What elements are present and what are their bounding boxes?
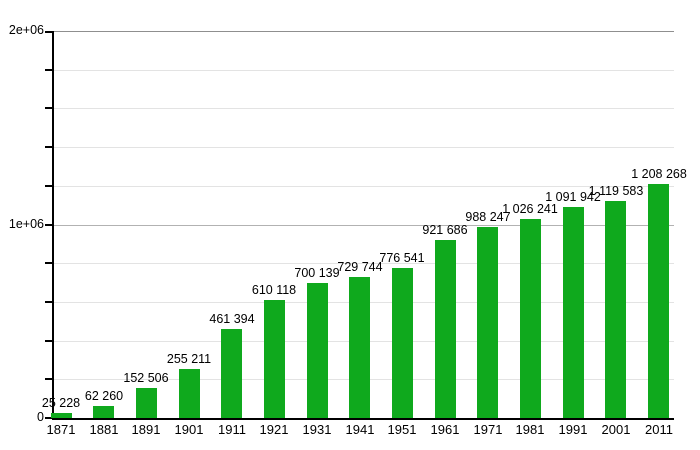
y-axis-tick	[45, 224, 52, 226]
x-tick-label: 1991	[558, 422, 588, 437]
y-tick-label: 2e+06	[8, 23, 44, 37]
x-tick-label: 1881	[89, 422, 119, 437]
x-tick-label: 1981	[515, 422, 545, 437]
y-axis-tick	[45, 146, 52, 148]
gridline	[54, 70, 674, 71]
gridline	[54, 263, 674, 264]
y-axis-tick	[45, 340, 52, 342]
x-tick-label: 1961	[430, 422, 460, 437]
y-tick-label: 0	[37, 410, 44, 424]
gridline	[54, 225, 674, 226]
x-tick-label: 1891	[131, 422, 161, 437]
y-axis-tick	[45, 378, 52, 380]
x-tick-label: 1931	[302, 422, 332, 437]
bar-value-label: 729 744	[337, 260, 383, 274]
x-tick-label: 1951	[387, 422, 417, 437]
bar-1911	[221, 329, 242, 418]
x-tick-label: 1921	[259, 422, 289, 437]
bar-value-label: 25 228	[41, 396, 81, 410]
gridline	[54, 186, 674, 187]
bar-value-label: 255 211	[166, 352, 212, 366]
plot-area	[45, 31, 674, 420]
gridline	[54, 31, 674, 32]
bar-value-label: 461 394	[209, 312, 255, 326]
x-tick-label: 1901	[174, 422, 204, 437]
bar-value-label: 921 686	[422, 223, 468, 237]
bar-value-label: 1 119 583	[588, 184, 644, 198]
bar-1921	[264, 300, 285, 418]
x-tick-label: 1911	[218, 422, 246, 437]
gridline	[54, 108, 674, 109]
bar-value-label: 700 139	[294, 266, 340, 280]
bar-value-label: 1 026 241	[502, 202, 558, 216]
bar-value-label: 1 208 268	[631, 167, 687, 181]
bar-1991	[563, 207, 584, 418]
y-axis-tick	[45, 107, 52, 109]
bar-value-label: 776 541	[379, 251, 425, 265]
y-axis-tick	[45, 69, 52, 71]
y-axis-tick	[45, 417, 52, 419]
bar-1891	[136, 388, 157, 418]
bar-1961	[435, 240, 456, 418]
y-axis-tick	[45, 262, 52, 264]
x-tick-label: 1871	[46, 422, 76, 437]
x-tick-label: 1971	[473, 422, 503, 437]
bar-value-label: 610 118	[251, 283, 297, 297]
bar-1931	[307, 283, 328, 418]
y-axis-tick	[45, 185, 52, 187]
x-tick-label: 1941	[345, 422, 375, 437]
x-tick-label: 2001	[601, 422, 631, 437]
y-axis-tick	[45, 31, 52, 33]
bar-1981	[520, 219, 541, 418]
x-tick-label: 2011	[645, 422, 673, 437]
bar-1871	[51, 413, 72, 418]
bar-1971	[477, 227, 498, 418]
bar-value-label: 152 506	[123, 371, 169, 385]
bar-1951	[392, 268, 413, 418]
bar-value-label: 988 247	[465, 210, 511, 224]
bar-value-label: 1 091 942	[545, 190, 601, 204]
bar-1901	[179, 369, 200, 418]
bar-value-label: 62 260	[84, 389, 124, 403]
gridline	[54, 147, 674, 148]
bar-2001	[605, 201, 626, 418]
bar-1881	[93, 406, 114, 418]
bar-2011	[648, 184, 669, 418]
y-tick-label: 1e+06	[8, 217, 44, 231]
bar-1941	[349, 277, 370, 418]
y-axis-tick	[45, 301, 52, 303]
